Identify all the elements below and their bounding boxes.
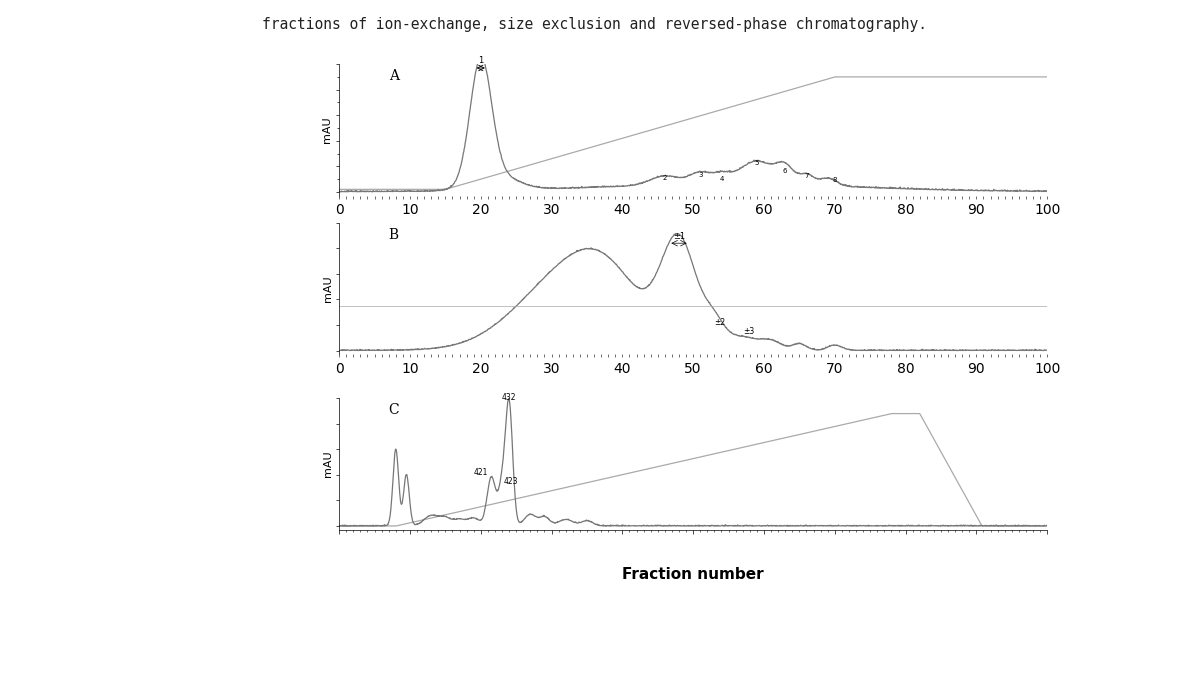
Text: B: B	[389, 227, 399, 242]
Y-axis label: mAU: mAU	[322, 275, 333, 302]
Text: A: A	[389, 69, 399, 83]
Text: Fraction number: Fraction number	[622, 567, 764, 582]
Text: 8: 8	[833, 177, 837, 183]
Text: 421: 421	[474, 468, 488, 477]
Text: C: C	[389, 403, 400, 417]
Text: ±2: ±2	[714, 318, 726, 327]
Text: ±3: ±3	[743, 327, 754, 336]
Y-axis label: mAU: mAU	[322, 451, 333, 477]
Text: 423: 423	[503, 477, 518, 486]
Text: 3: 3	[699, 172, 702, 178]
Text: 4: 4	[719, 176, 724, 182]
Text: 6: 6	[783, 168, 788, 173]
Text: 5: 5	[754, 160, 759, 166]
Text: 432: 432	[502, 393, 516, 402]
Text: 1: 1	[478, 57, 483, 65]
Text: 7: 7	[804, 173, 809, 180]
Text: ±1: ±1	[674, 232, 685, 241]
Text: 2: 2	[663, 175, 668, 181]
Text: fractions of ion-exchange, size exclusion and reversed-phase chromatography.: fractions of ion-exchange, size exclusio…	[263, 17, 927, 32]
Y-axis label: mAU: mAU	[321, 117, 332, 143]
